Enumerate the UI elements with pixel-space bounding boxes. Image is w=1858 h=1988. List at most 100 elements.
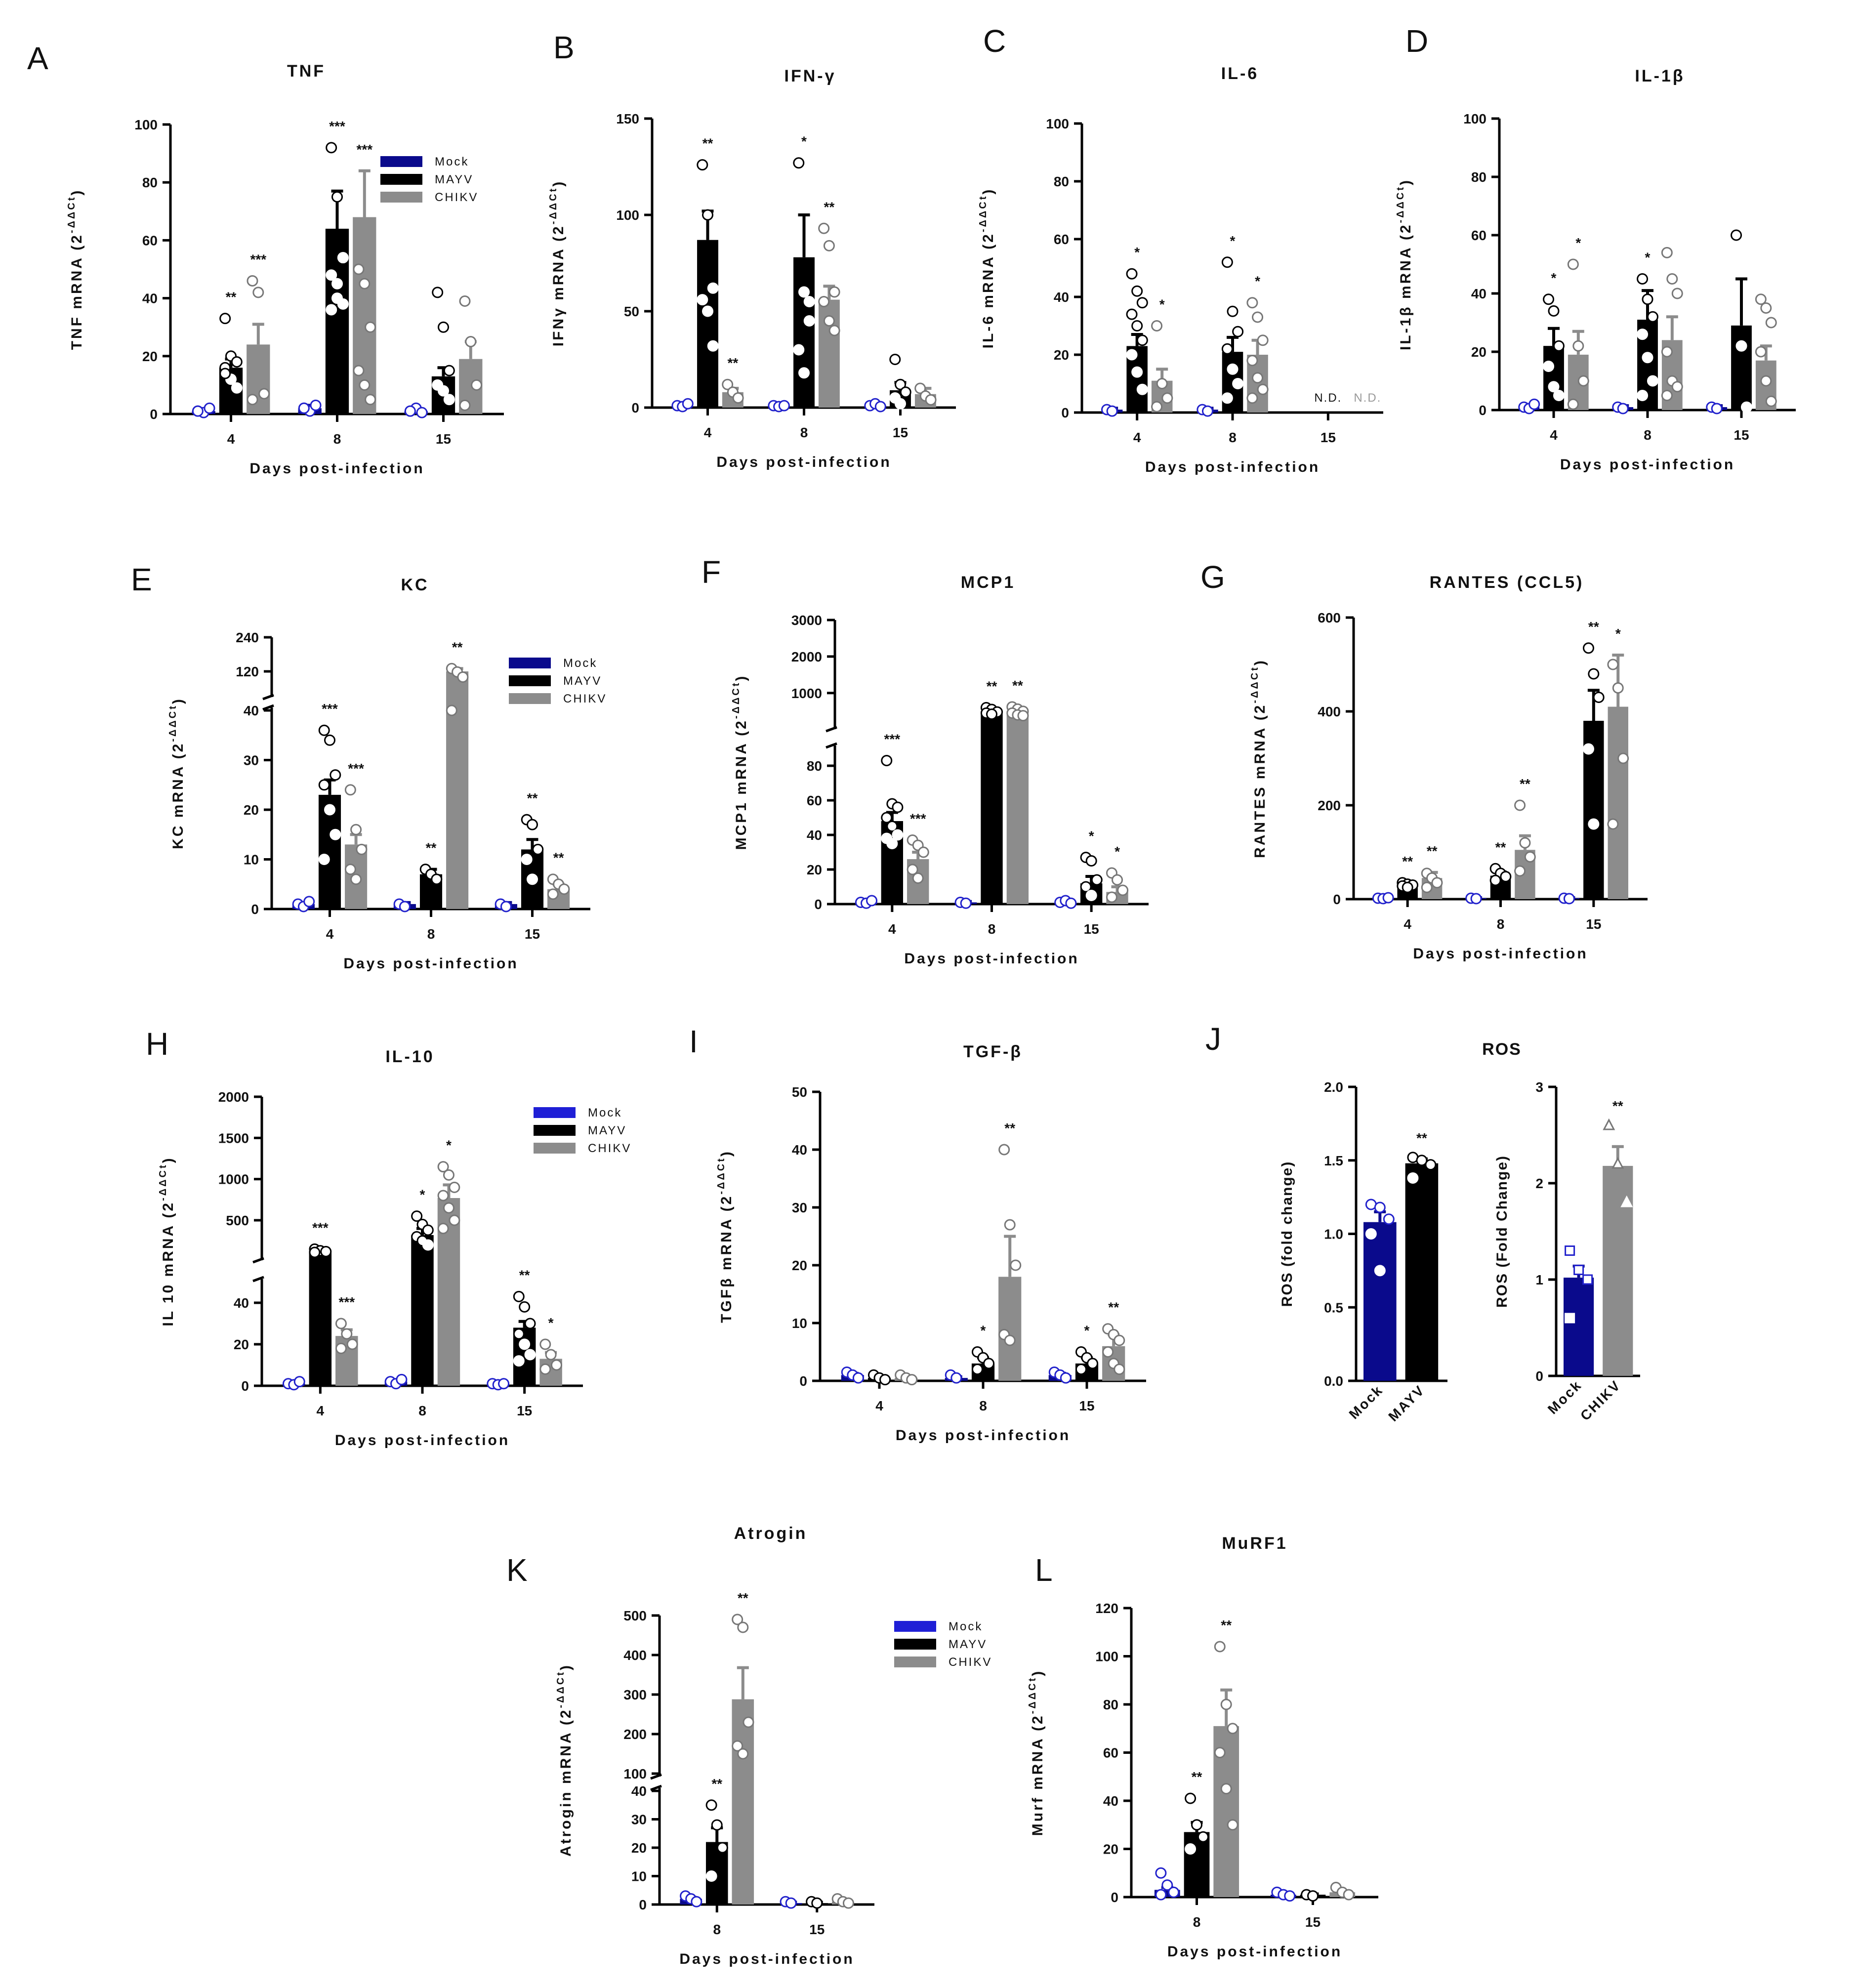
- panel-letter: B: [553, 30, 575, 65]
- data-point: [881, 812, 893, 824]
- data-point: [879, 1374, 891, 1386]
- data-point: [1617, 403, 1629, 414]
- data-point: [1637, 273, 1649, 285]
- data-point: [697, 294, 708, 306]
- significance-marker: **: [702, 136, 713, 151]
- x-axis-label: Days post-infection: [896, 1427, 1071, 1444]
- y-tick-label: 2000: [218, 1089, 249, 1105]
- data-point: [1246, 392, 1258, 404]
- data-point: [1004, 1334, 1016, 1346]
- data-point: [793, 344, 805, 356]
- y-tick-label: 40: [1103, 1793, 1118, 1809]
- data-point: [778, 400, 790, 412]
- data-point: [1257, 383, 1269, 395]
- significance-marker: *: [1089, 828, 1094, 844]
- chart-title: IL-10: [385, 1047, 434, 1066]
- data-point: [331, 278, 343, 290]
- significance-marker: ***: [312, 1220, 329, 1235]
- data-point: [1755, 346, 1767, 358]
- legend-label-mayv: MAYV: [588, 1124, 626, 1137]
- panel-c: C IL-6 0 20 40 60 80 100 IL-6 mRNA (2-ΔΔCt) Days …: [978, 23, 1383, 475]
- significance-marker: **: [711, 1776, 722, 1791]
- data-point: [895, 398, 906, 410]
- y-tick-label: 400: [623, 1648, 647, 1663]
- data-point: [309, 1246, 321, 1258]
- data-point: [446, 704, 457, 716]
- significance-marker: **: [1192, 1769, 1202, 1784]
- significance-marker: **: [1416, 1130, 1427, 1146]
- data-point: [547, 888, 559, 900]
- bar-mayv: [981, 711, 1003, 904]
- data-point: [1060, 1372, 1072, 1384]
- significance-marker: **: [426, 840, 437, 856]
- data-point: [1087, 1358, 1099, 1369]
- significance-marker: **: [527, 790, 538, 806]
- data-point: [1548, 305, 1560, 317]
- y-tick-label: 2: [1535, 1176, 1543, 1191]
- data-point: [404, 405, 416, 417]
- data-point: [353, 263, 365, 275]
- data-point: [219, 368, 231, 379]
- legend-label-mayv: MAYV: [435, 173, 473, 186]
- bar-mayv: [1405, 1163, 1439, 1381]
- y-tick-label: 40: [234, 1295, 249, 1311]
- x-tick-label: 15: [1586, 916, 1601, 932]
- data-point: [1567, 258, 1579, 270]
- y-tick-label: 10: [244, 852, 259, 868]
- panel-g: G RANTES (CCL5) 0 200 400 600 RANTES mRNA (2-Δ…: [1200, 559, 1648, 962]
- significance-marker: *: [1551, 270, 1557, 286]
- y-tick-label: 100: [1095, 1649, 1118, 1664]
- data-point: [252, 287, 264, 298]
- data-point: [359, 379, 371, 391]
- data-point: [310, 399, 322, 411]
- panel-letter: L: [1035, 1552, 1053, 1588]
- axis-break-mark: [826, 742, 837, 749]
- significance-marker: **: [1588, 619, 1599, 634]
- x-tick-label: 8: [713, 1922, 721, 1937]
- x-tick-label: 8: [333, 431, 341, 447]
- significance-marker: *: [1230, 233, 1236, 248]
- bar-chikv: [732, 1699, 754, 1905]
- legend-swatch-chikv: [894, 1657, 936, 1667]
- data-point: [823, 315, 835, 327]
- y-tick-label: 20: [1103, 1842, 1118, 1857]
- y-tick-label: 100: [1046, 116, 1069, 131]
- x-tick-label: 15: [893, 425, 908, 440]
- data-point: [1106, 891, 1117, 903]
- data-point: [1593, 692, 1605, 703]
- significance-marker: **: [987, 678, 997, 694]
- data-point: [326, 142, 337, 154]
- data-point: [785, 1897, 797, 1909]
- significance-marker: **: [1427, 843, 1438, 859]
- y-tick-label: 0.5: [1324, 1300, 1343, 1315]
- data-point: [449, 1181, 460, 1193]
- data-point: [1740, 401, 1752, 413]
- data-point: [258, 388, 270, 400]
- data-point: [1191, 1819, 1202, 1831]
- data-point: [318, 779, 330, 791]
- data-point: [866, 895, 878, 907]
- legend-swatch-chikv: [380, 192, 422, 203]
- data-point: [1155, 1867, 1167, 1879]
- data-point: [422, 1224, 434, 1236]
- x-axis-label: Days post-infection: [1145, 459, 1320, 475]
- significance-marker: ***: [338, 1294, 355, 1310]
- data-point: [1577, 375, 1589, 387]
- data-point: [1085, 855, 1097, 867]
- data-point: [519, 1338, 531, 1350]
- data-point: [318, 854, 330, 865]
- data-point: [1232, 378, 1244, 389]
- significance-marker: *: [1084, 1323, 1090, 1338]
- data-point: [1257, 334, 1269, 346]
- y-axis-label: Murf mRNA (2-ΔΔCt): [1027, 1669, 1046, 1836]
- panel-h: H IL-10 0 20 40 500 1000 1500 2000 IL 10 mRNA (2-…: [146, 1026, 630, 1449]
- data-point: [449, 1214, 460, 1226]
- legend-swatch-mayv: [894, 1639, 936, 1650]
- y-tick-label: 500: [623, 1608, 647, 1623]
- data-point: [886, 838, 898, 849]
- y-tick-label: 80: [1103, 1697, 1118, 1712]
- x-tick-label: MAYV: [1385, 1382, 1428, 1424]
- significance-marker: *: [1115, 844, 1120, 859]
- legend-label-mock: Mock: [949, 1620, 983, 1633]
